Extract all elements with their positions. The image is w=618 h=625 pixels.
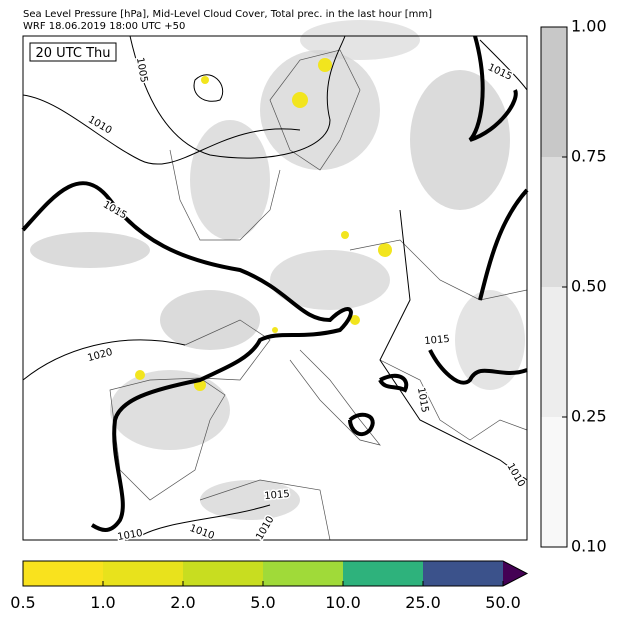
- precip-tick-label: 50.0: [485, 593, 521, 612]
- time-label: 20 UTC Thu: [36, 46, 111, 61]
- precip-segment: [263, 561, 343, 586]
- precip-segment: [23, 561, 103, 586]
- precip-segment: [343, 561, 423, 586]
- map-frame: [22, 35, 528, 541]
- precip-segment: [103, 561, 183, 586]
- cloud-tick-label: 0.50: [571, 277, 607, 296]
- precip-segment: [423, 561, 503, 586]
- precip-tick-label: 25.0: [405, 593, 441, 612]
- coastlines: [109, 49, 528, 541]
- precip-segment: [183, 561, 263, 586]
- title: Sea Level Pressure [hPa], Mid-Level Clou…: [23, 9, 432, 20]
- contour-label: 1015: [424, 334, 450, 347]
- isobar-1015: [21, 35, 529, 532]
- precip-extension: [503, 561, 527, 586]
- time-box: [29, 42, 117, 62]
- cloud-tick-label: 0.10: [571, 537, 607, 556]
- subtitle: WRF 18.06.2019 18:00 UTC +50: [23, 21, 185, 32]
- precip-tick-label: 10.0: [325, 593, 361, 612]
- map: 20 UTC Thu 10051010101510151020101510151…: [21, 20, 529, 545]
- cloud-tick-label: 1.00: [571, 17, 607, 36]
- cloud-tick-label: 0.75: [571, 147, 607, 166]
- precip-tick-label: 2.0: [170, 593, 195, 612]
- contour-label: 1015: [264, 489, 290, 502]
- cloud-tick-label: 0.25: [571, 407, 607, 426]
- precip-colorbar: 0.5 1.0 2.0 5.0 10.0 25.0 50.0: [10, 560, 529, 612]
- precip-tick-label: 0.5: [10, 593, 35, 612]
- precip-tick-label: 1.0: [90, 593, 115, 612]
- precip-tick-label: 5.0: [250, 593, 275, 612]
- precipitation: [135, 58, 392, 391]
- cloud-colorbar: 1.00 0.75 0.50 0.25 0.10: [540, 17, 607, 556]
